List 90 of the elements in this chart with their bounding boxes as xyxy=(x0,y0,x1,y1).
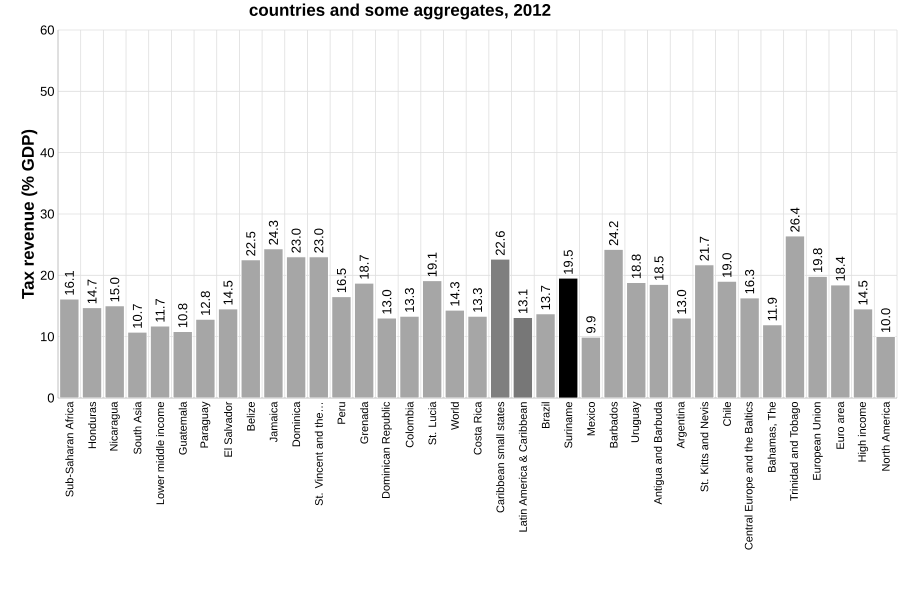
data-label: 18.8 xyxy=(632,254,641,278)
data-label: 13.7 xyxy=(540,286,550,310)
x-tick-label: Suriname xyxy=(564,402,572,448)
bar xyxy=(513,317,533,398)
data-label: 16.5 xyxy=(336,268,346,292)
data-label: 22.5 xyxy=(246,232,256,256)
x-tick-label: Uruguay xyxy=(631,402,642,442)
data-label: 14.5 xyxy=(858,280,868,304)
bar xyxy=(649,284,669,398)
data-label: 14.5 xyxy=(224,280,233,304)
x-tick-label: Paraguay xyxy=(200,402,210,448)
bar xyxy=(422,280,442,398)
x-tick-label: Antigua and Barbuda xyxy=(654,402,664,504)
data-label: 23.0 xyxy=(314,228,324,253)
data-label: 19.8 xyxy=(813,248,822,272)
x-tick-label: Caribbean small states xyxy=(496,402,504,512)
x-tick-label: Brazil xyxy=(542,402,550,428)
data-label: 14.7 xyxy=(88,280,96,304)
x-tick-label: Euro area xyxy=(836,402,844,449)
x-tick-label: Barbados xyxy=(610,402,618,448)
x-tick-label: Argentina xyxy=(676,402,687,448)
x-tick-label: Belize xyxy=(246,402,255,430)
x-tick-label: World xyxy=(450,402,459,430)
data-label: 10.8 xyxy=(178,303,188,328)
data-label: 12.8 xyxy=(200,291,210,315)
x-tick-label: Latin America & Caribbean xyxy=(518,402,527,532)
data-label: 11.7 xyxy=(156,299,165,322)
x-tick-label: European Union xyxy=(812,402,823,480)
y-axis-title: Tax revenue (% GDP) xyxy=(21,130,38,299)
x-tick-label: Lower middle income xyxy=(156,402,164,504)
data-label: 10.0 xyxy=(881,308,890,332)
x-tick-label: Grenada xyxy=(360,402,368,444)
data-label: 14.3 xyxy=(450,282,460,306)
data-label: 10.7 xyxy=(132,304,142,328)
x-tick-label: Guatemala xyxy=(178,402,187,455)
data-label: 19.0 xyxy=(722,253,732,277)
data-label: 15.0 xyxy=(110,278,120,302)
data-label: 13.3 xyxy=(404,288,414,312)
bar xyxy=(82,308,102,398)
y-tick-label: 40 xyxy=(40,148,54,158)
data-label: 21.7 xyxy=(700,236,709,261)
x-tick-label: North America xyxy=(882,402,890,471)
y-tick-label: 60 xyxy=(40,25,54,35)
data-label: 13.3 xyxy=(472,288,482,312)
data-label: 23.0 xyxy=(292,228,301,253)
y-tick-label: 10 xyxy=(41,332,54,342)
x-tick-label: Trinidad and Tobago xyxy=(790,402,800,501)
y-tick-label: 30 xyxy=(40,209,54,219)
data-label: 24.3 xyxy=(268,220,278,245)
x-tick-label: Bahamas, The xyxy=(768,402,777,472)
x-tick-label: High income xyxy=(858,402,868,462)
x-tick-label: Jamaica xyxy=(269,402,278,442)
data-label: 13.1 xyxy=(518,289,528,314)
data-label: 13.0 xyxy=(677,290,686,314)
data-label: 24.2 xyxy=(609,221,618,246)
x-tick-label: Costa Rica xyxy=(473,402,482,455)
data-label: 18.4 xyxy=(836,256,845,281)
bar xyxy=(286,256,306,398)
chart-title: countries and some aggregates, 2012 xyxy=(250,4,550,20)
bar xyxy=(490,259,510,398)
x-tick-label: Colombia xyxy=(405,402,414,448)
x-tick-label: Chile xyxy=(722,402,731,426)
x-tick-label: Dominican Republic xyxy=(382,402,392,498)
bar xyxy=(717,281,737,398)
x-tick-label: Dominica xyxy=(292,402,300,446)
x-tick-label: El Salvador xyxy=(224,402,232,457)
x-tick-label: Sub-Saharan Africa xyxy=(65,402,74,497)
data-label: 11.9 xyxy=(768,298,777,320)
data-label: 18.5 xyxy=(654,256,664,280)
x-tick-label: Central Europe and the Baltics xyxy=(744,402,755,550)
data-label: 19.1 xyxy=(428,252,437,276)
data-label: 9.9 xyxy=(586,316,596,334)
data-label: 13.0 xyxy=(382,290,392,314)
data-label: 22.6 xyxy=(496,231,505,256)
x-tick-label: Nicaragua xyxy=(110,402,120,451)
data-label: 16.3 xyxy=(745,270,754,294)
data-label: 26.4 xyxy=(790,208,800,232)
y-tick-label: 20 xyxy=(40,270,54,280)
x-tick-label: St. Kitts and Nevis xyxy=(700,402,708,492)
data-label: 19.5 xyxy=(564,250,573,274)
x-tick-label: Mexico xyxy=(586,402,595,436)
x-tick-label: St. Lucia xyxy=(428,402,436,445)
x-tick-label: Peru xyxy=(338,402,346,424)
y-tick-label: 50 xyxy=(40,86,54,96)
data-label: 16.1 xyxy=(64,271,74,295)
x-tick-label: South Asia xyxy=(133,402,142,454)
y-tick-label: 0 xyxy=(48,393,54,403)
data-label: 18.7 xyxy=(360,255,369,279)
x-tick-label: St. Vincent and the… xyxy=(314,403,323,506)
x-tick-label: Honduras xyxy=(88,402,96,448)
